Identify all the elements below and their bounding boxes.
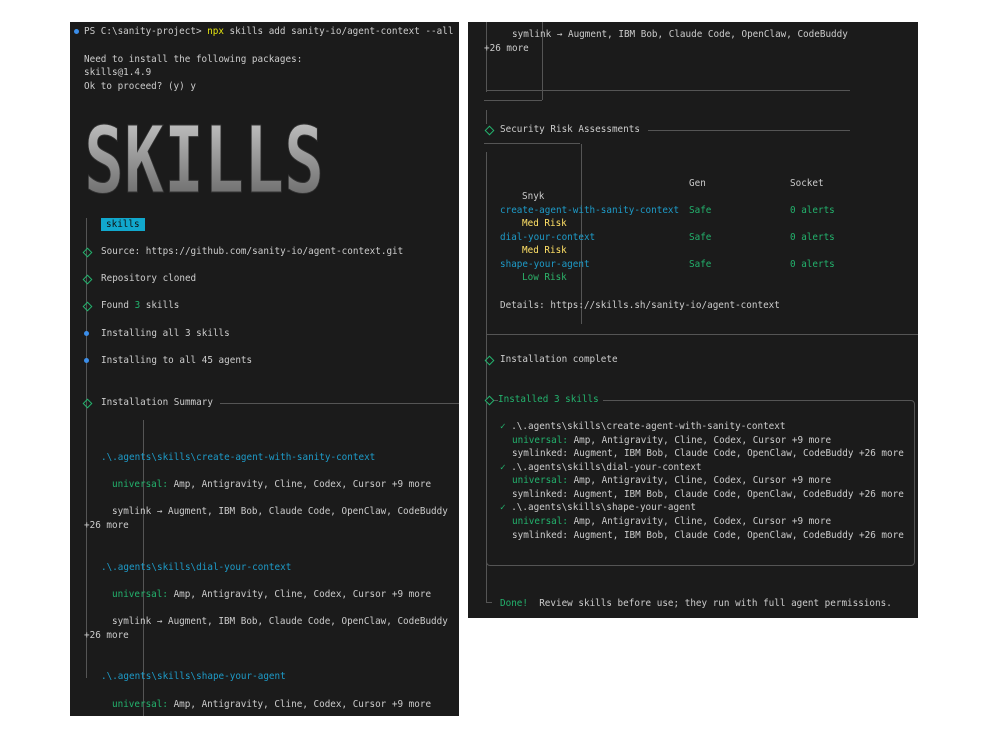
universal-line: universal: Amp, Antigravity, Cline, Code…: [112, 699, 432, 710]
install-msg: Need to install the following packages:: [84, 54, 303, 65]
risk-row-name: shape-your-agent: [500, 259, 590, 270]
risk-snyk: Med Risk: [522, 245, 567, 256]
universal-line: universal: Amp, Antigravity, Cline, Code…: [112, 479, 432, 490]
risk-gen: Safe: [689, 259, 712, 270]
symlink-line: symlink → Augment, IBM Bob, Claude Code,…: [112, 506, 448, 517]
installed-path: ✓ .\.agents\skills\create-agent-with-san…: [500, 421, 786, 432]
diamond-icon: [82, 398, 93, 409]
proceed-prompt: Ok to proceed? (y) y: [84, 81, 196, 92]
risk-socket: 0 alerts: [790, 205, 835, 216]
more-count: +26 more: [84, 630, 129, 641]
terminal-left[interactable]: PS C:\sanity-project> npx skills add san…: [70, 22, 459, 716]
skills-badge: skills: [101, 218, 145, 231]
header-socket: Socket: [790, 178, 824, 189]
skill-path: .\.agents\skills\create-agent-with-sanit…: [101, 452, 376, 463]
command-line: PS C:\sanity-project> npx skills add san…: [84, 26, 453, 38]
installed-title: Installed 3 skills: [498, 394, 603, 406]
diamond-icon: [484, 125, 495, 136]
package-name: skills@1.4.9: [84, 67, 152, 78]
done-line: Done! Review skills before use; they run…: [500, 598, 892, 609]
step-dot-icon: [84, 331, 89, 336]
diamond-icon: [82, 301, 93, 312]
diamond-icon: [82, 274, 93, 285]
header-gen: Gen: [689, 178, 706, 189]
source-line: Source: https://github.com/sanity-io/age…: [101, 246, 404, 257]
risk-socket: 0 alerts: [790, 259, 835, 270]
installing-skills: Installing all 3 skills: [101, 328, 230, 339]
risk-gen: Safe: [689, 205, 712, 216]
summary-title: Installation Summary: [101, 397, 213, 408]
repo-cloned: Repository cloned: [101, 273, 197, 284]
command-args: skills add sanity-io/agent-context --all: [223, 26, 454, 37]
risk-snyk: Med Risk: [522, 218, 567, 229]
more-count: +26 more: [484, 43, 529, 54]
more-count: +26 more: [84, 520, 129, 531]
svg-text:SKILLS: SKILLS: [84, 116, 324, 200]
diamond-icon: [82, 247, 93, 258]
symlinked-line: symlinked: Augment, IBM Bob, Claude Code…: [512, 530, 904, 541]
terminal-right[interactable]: symlink → Augment, IBM Bob, Claude Code,…: [468, 22, 918, 618]
found-skills: Found 3 skills: [101, 300, 180, 311]
universal-line: universal: Amp, Antigravity, Cline, Code…: [512, 435, 832, 446]
risk-row-name: dial-your-context: [500, 232, 596, 243]
details-link[interactable]: Details: https://skills.sh/sanity-io/age…: [500, 300, 780, 311]
risk-gen: Safe: [689, 232, 712, 243]
symlink-line: symlink → Augment, IBM Bob, Claude Code,…: [512, 29, 848, 40]
step-dot-icon: [84, 358, 89, 363]
universal-line: universal: Amp, Antigravity, Cline, Code…: [512, 475, 832, 486]
prompt: PS C:\sanity-project>: [84, 26, 208, 37]
risk-snyk: Low Risk: [522, 272, 567, 283]
installed-path: ✓ .\.agents\skills\dial-your-context: [500, 462, 702, 473]
command: npx: [207, 26, 224, 37]
skills-logo: SKILLS: [84, 116, 325, 200]
installed-path: ✓ .\.agents\skills\shape-your-agent: [500, 502, 696, 513]
risk-row-name: create-agent-with-sanity-context: [500, 205, 680, 216]
skill-path: .\.agents\skills\shape-your-agent: [101, 671, 286, 682]
installing-agents: Installing to all 45 agents: [101, 355, 253, 366]
header-snyk: Snyk: [522, 191, 545, 202]
symlink-line: symlink → Augment, IBM Bob, Claude Code,…: [112, 616, 448, 627]
check-icon: ✓: [500, 502, 506, 513]
security-title: Security Risk Assessments: [500, 124, 640, 135]
prompt-status-dot-icon: [74, 29, 79, 34]
check-icon: ✓: [500, 421, 506, 432]
symlinked-line: symlinked: Augment, IBM Bob, Claude Code…: [512, 489, 904, 500]
universal-line: universal: Amp, Antigravity, Cline, Code…: [112, 589, 432, 600]
installation-complete: Installation complete: [500, 354, 618, 365]
risk-socket: 0 alerts: [790, 232, 835, 243]
universal-line: universal: Amp, Antigravity, Cline, Code…: [512, 516, 832, 527]
skill-path: .\.agents\skills\dial-your-context: [101, 562, 292, 573]
check-icon: ✓: [500, 462, 506, 473]
symlinked-line: symlinked: Augment, IBM Bob, Claude Code…: [512, 448, 904, 459]
